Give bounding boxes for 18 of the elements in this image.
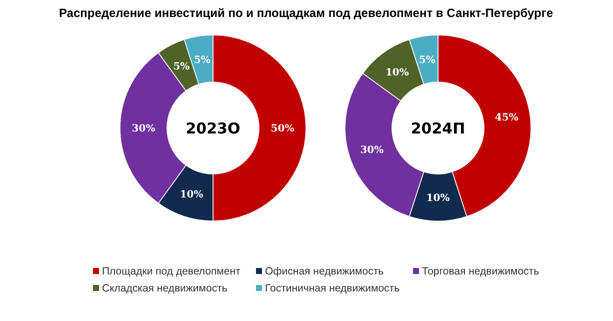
legend-label: Офисная недвижимость (265, 266, 384, 278)
data-label: 5% (173, 62, 190, 73)
data-label: 5% (418, 54, 436, 66)
slice-label: 2024П (410, 119, 466, 138)
data-label: 10% (385, 67, 410, 78)
data-label: 50% (270, 124, 295, 134)
data-label: 45% (494, 112, 519, 124)
data-label: 30% (360, 144, 384, 156)
slice-label: 2023О (186, 119, 240, 138)
data-label: 10% (426, 193, 450, 204)
legend-label: Площадки под девелопмент (102, 266, 240, 278)
legend-label: Гостиничная недвижимость (265, 282, 400, 295)
data-label: 5% (194, 54, 211, 66)
chart-title: Распределение инвестиций по и площадкам под девелопмент в Санкт-Петербурге (58, 6, 554, 20)
legend-label: Складская недвижимость (102, 282, 228, 295)
data-label: 30% (132, 124, 156, 134)
legend-label: Торговая недвижимость (422, 266, 540, 278)
data-label: 10% (180, 190, 204, 201)
